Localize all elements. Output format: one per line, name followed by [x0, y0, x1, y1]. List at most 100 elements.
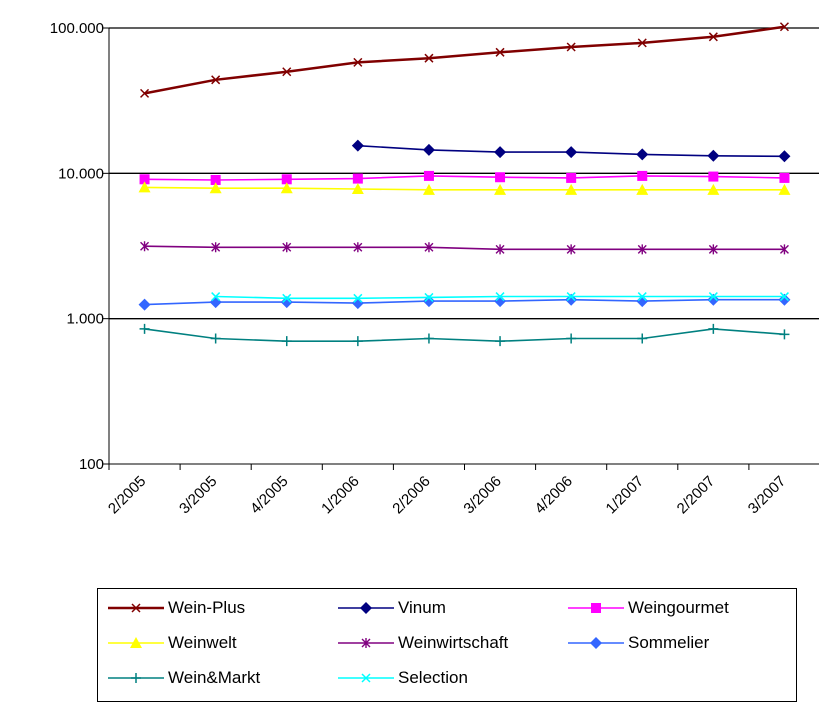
- point-wein-markt-1: [210, 333, 221, 344]
- point-vinum-9: [778, 150, 791, 163]
- point-weinwirtschaft-6: [566, 244, 576, 255]
- point-selection-7: [637, 292, 647, 302]
- series-weinwirtschaft: [140, 241, 789, 255]
- point-selection-9: [779, 292, 789, 302]
- point-vinum-8: [707, 149, 720, 162]
- x-tick-label-5: 3/2006: [460, 473, 504, 517]
- series-wein-plus: [140, 22, 789, 98]
- point-vinum-6: [565, 146, 578, 159]
- point-wein-markt-3: [352, 336, 363, 347]
- point-wein-plus-9: [779, 22, 789, 32]
- legend: Wein-Plus Vinum Weingourmet Weinwelt Weinwir…: [97, 588, 797, 702]
- point-weingourmet-0: [139, 174, 150, 185]
- legend-label-weingourmet: Weingourmet: [628, 598, 729, 617]
- point-selection-4: [424, 292, 434, 302]
- series-vinum: [351, 139, 791, 163]
- point-wein-markt-7: [637, 333, 648, 344]
- point-wein-plus-6: [566, 42, 576, 52]
- x-tick-label-7: 1/2007: [603, 473, 647, 517]
- point-weingourmet-7: [637, 170, 648, 181]
- legend-label-wein-markt: Wein&Markt: [168, 668, 261, 687]
- point-selection-3: [353, 293, 363, 303]
- point-wein-markt-4: [423, 333, 434, 344]
- point-wein-markt-9: [779, 329, 790, 340]
- point-weinwirtschaft-7: [637, 244, 647, 255]
- point-weingourmet-5: [495, 172, 506, 183]
- point-weingourmet-3: [352, 173, 363, 184]
- point-wein-plus-8: [708, 32, 718, 42]
- point-weinwelt-7: [636, 183, 649, 195]
- point-weinwelt-1: [209, 182, 222, 194]
- legend-label-selection: Selection: [398, 668, 468, 687]
- point-selection-8: [708, 292, 718, 302]
- legend-label-weinwirtschaft: Weinwirtschaft: [398, 633, 509, 652]
- legend-swatch-vinum: [338, 602, 394, 614]
- point-weinwirtschaft-3: [353, 242, 363, 253]
- point-weingourmet-1: [210, 174, 221, 185]
- legend-item-selection: Selection: [336, 666, 468, 690]
- x-tick-label-1: 3/2005: [176, 473, 220, 517]
- point-wein-plus-7: [637, 38, 647, 48]
- x-tick-label-0: 2/2005: [105, 473, 149, 517]
- legend-label-vinum: Vinum: [398, 598, 446, 617]
- legend-marker-wein-plus: [131, 603, 141, 613]
- point-weinwelt-4: [422, 183, 435, 195]
- legend-marker-weinwelt: [130, 637, 142, 648]
- point-weinwirtschaft-4: [424, 242, 434, 253]
- legend-item-weinwelt: Weinwelt: [106, 631, 237, 655]
- series-line-weingourmet: [144, 175, 785, 181]
- x-tick-label-9: 3/2007: [745, 473, 789, 517]
- point-wein-plus-5: [495, 47, 505, 57]
- series-weinwelt: [138, 181, 791, 195]
- point-sommelier-3: [351, 297, 364, 310]
- legend-swatch-selection: [338, 673, 394, 683]
- grid-lines: [109, 27, 819, 320]
- point-weingourmet-6: [566, 172, 577, 183]
- legend-item-vinum: Vinum: [336, 596, 446, 620]
- series-line-weinwirtschaft: [144, 245, 785, 251]
- x-axis-ticks: 2/2005 3/2005 4/2005 1/2006 2/2006 3/2006 4/20…: [105, 464, 789, 517]
- legend-marker-weingourmet: [591, 603, 601, 613]
- point-weinwelt-3: [351, 183, 364, 195]
- series-selection: [211, 292, 789, 303]
- legend-item-wein-plus: Wein-Plus: [106, 596, 245, 620]
- point-selection-5: [495, 292, 505, 302]
- legend-swatch-wein-plus: [108, 603, 164, 613]
- legend-label-wein-plus: Wein-Plus: [168, 598, 246, 617]
- point-weinwirtschaft-8: [708, 244, 718, 255]
- legend-swatch-weingourmet: [568, 603, 624, 613]
- point-weinwirtschaft-9: [779, 244, 789, 255]
- y-tick-label-2: 10.000: [58, 165, 104, 182]
- point-weinwelt-6: [565, 183, 578, 195]
- point-weinwirtschaft-5: [495, 244, 505, 255]
- x-tick-label-4: 2/2006: [389, 473, 433, 517]
- legend-marker-sommelier: [590, 637, 602, 649]
- point-wein-plus-0: [140, 88, 150, 98]
- legend-marker-selection: [361, 673, 371, 683]
- x-tick-label-2: 4/2005: [247, 473, 291, 517]
- point-weingourmet-9: [779, 172, 790, 183]
- point-weingourmet-8: [708, 171, 719, 182]
- y-tick-label-3: 100.000: [50, 20, 104, 37]
- point-weinwirtschaft-2: [282, 242, 292, 253]
- x-tick-label-3: 1/2006: [318, 473, 362, 517]
- point-wein-markt-8: [708, 323, 719, 334]
- point-weinwelt-8: [707, 183, 720, 195]
- legend-swatch-sommelier: [568, 637, 624, 649]
- point-wein-markt-0: [139, 323, 150, 334]
- point-weingourmet-2: [281, 174, 292, 185]
- point-vinum-4: [422, 143, 435, 156]
- y-axis-ticks: 100 1.000 10.000 100.000: [50, 20, 109, 473]
- point-weinwirtschaft-0: [140, 241, 150, 252]
- point-sommelier-0: [138, 298, 151, 311]
- series-line-wein-plus: [144, 25, 785, 95]
- point-selection-1: [211, 292, 221, 302]
- point-weingourmet-4: [423, 170, 434, 181]
- legend-item-weingourmet: Weingourmet: [566, 596, 729, 620]
- y-tick-label-0: 100: [79, 456, 104, 473]
- legend-marker-vinum: [360, 602, 372, 614]
- legend-swatch-wein-markt: [108, 673, 164, 683]
- point-wein-markt-5: [495, 336, 506, 347]
- legend-swatch-weinwirtschaft: [338, 638, 394, 648]
- legend-label-sommelier: Sommelier: [628, 633, 710, 652]
